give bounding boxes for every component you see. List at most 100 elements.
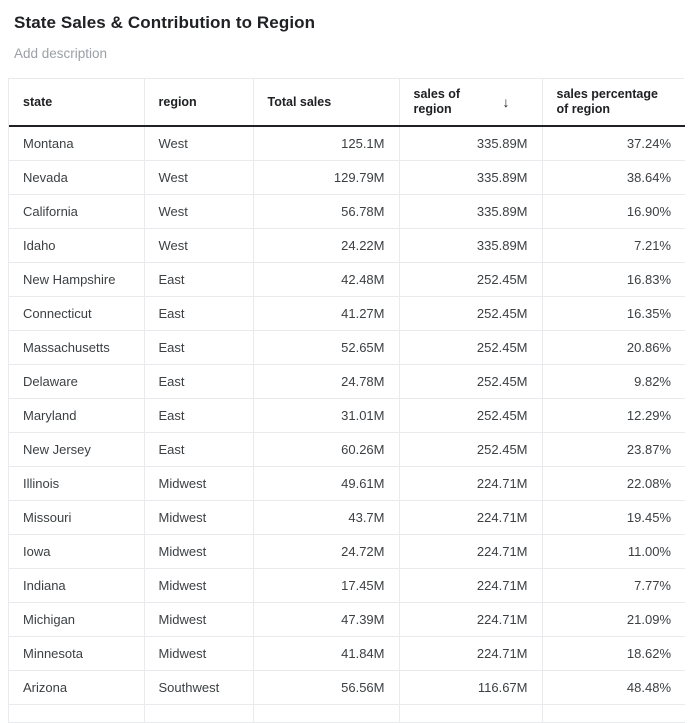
cell-total_sales[interactable]: 24.72M [253,534,400,569]
cell-sales_pct_of_region[interactable]: 48.48% [542,670,685,705]
table-row[interactable]: New Jersey East 60.26M 252.45M 23.87% [9,432,685,467]
table-row[interactable]: Nevada West 129.79M 335.89M 38.64% [9,160,685,195]
cell-sales_pct_of_region[interactable]: 11.00% [542,534,685,569]
cell-total_sales[interactable]: 43.7M [253,500,400,535]
cell-sales_of_region[interactable]: 116.67M [399,670,543,705]
cell-region[interactable] [144,704,254,723]
cell-region[interactable]: West [144,228,254,263]
cell-sales_of_region[interactable]: 224.71M [399,568,543,603]
table-row-partial[interactable] [9,704,685,723]
cell-state[interactable]: Connecticut [9,296,145,331]
cell-total_sales[interactable]: 41.27M [253,296,400,331]
table-row[interactable]: Michigan Midwest 47.39M 224.71M 21.09% [9,602,685,637]
table-row[interactable]: Montana West 125.1M 335.89M 37.24% [9,126,685,161]
cell-region[interactable]: West [144,160,254,195]
cell-sales_of_region[interactable] [399,704,543,723]
cell-sales_of_region[interactable]: 335.89M [399,194,543,229]
cell-sales_of_region[interactable]: 252.45M [399,296,543,331]
cell-sales_of_region[interactable]: 224.71M [399,466,543,501]
cell-region[interactable]: Southwest [144,670,254,705]
cell-total_sales[interactable]: 60.26M [253,432,400,467]
cell-region[interactable]: East [144,432,254,467]
cell-state[interactable]: Illinois [9,466,145,501]
cell-sales_of_region[interactable]: 252.45M [399,262,543,297]
cell-sales_pct_of_region[interactable] [542,704,685,723]
table-row[interactable]: California West 56.78M 335.89M 16.90% [9,194,685,229]
cell-state[interactable]: Idaho [9,228,145,263]
cell-sales_pct_of_region[interactable]: 16.35% [542,296,685,331]
description-placeholder[interactable]: Add description [14,46,108,61]
cell-state[interactable]: Montana [9,126,145,161]
cell-sales_pct_of_region[interactable]: 7.77% [542,568,685,603]
table-row[interactable]: Delaware East 24.78M 252.45M 9.82% [9,364,685,399]
cell-total_sales[interactable]: 125.1M [253,126,400,161]
cell-sales_of_region[interactable]: 335.89M [399,160,543,195]
cell-sales_of_region[interactable]: 224.71M [399,534,543,569]
cell-total_sales[interactable]: 56.56M [253,670,400,705]
cell-state[interactable]: Iowa [9,534,145,569]
arrow-down-icon[interactable]: ↓ [502,93,510,110]
table-row[interactable]: Illinois Midwest 49.61M 224.71M 22.08% [9,466,685,501]
cell-total_sales[interactable]: 17.45M [253,568,400,603]
cell-sales_of_region[interactable]: 252.45M [399,398,543,433]
table-row[interactable]: Indiana Midwest 17.45M 224.71M 7.77% [9,568,685,603]
cell-total_sales[interactable]: 47.39M [253,602,400,637]
cell-sales_pct_of_region[interactable]: 37.24% [542,126,685,161]
cell-region[interactable]: East [144,330,254,365]
column-header-sales-percentage-of-region[interactable]: sales percentage of region [542,79,685,127]
table-row[interactable]: Missouri Midwest 43.7M 224.71M 19.45% [9,500,685,535]
cell-sales_pct_of_region[interactable]: 21.09% [542,602,685,637]
cell-sales_of_region[interactable]: 224.71M [399,602,543,637]
cell-total_sales[interactable] [253,704,400,723]
cell-sales_pct_of_region[interactable]: 7.21% [542,228,685,263]
cell-state[interactable]: Delaware [9,364,145,399]
cell-sales_of_region[interactable]: 252.45M [399,432,543,467]
cell-sales_pct_of_region[interactable]: 9.82% [542,364,685,399]
cell-total_sales[interactable]: 24.22M [253,228,400,263]
cell-sales_pct_of_region[interactable]: 12.29% [542,398,685,433]
cell-total_sales[interactable]: 52.65M [253,330,400,365]
table-row[interactable]: New Hampshire East 42.48M 252.45M 16.83% [9,262,685,297]
cell-sales_pct_of_region[interactable]: 16.83% [542,262,685,297]
cell-total_sales[interactable]: 42.48M [253,262,400,297]
cell-state[interactable]: California [9,194,145,229]
table-row[interactable]: Connecticut East 41.27M 252.45M 16.35% [9,296,685,331]
cell-state[interactable]: New Hampshire [9,262,145,297]
cell-region[interactable]: East [144,364,254,399]
cell-sales_of_region[interactable]: 224.71M [399,500,543,535]
cell-state[interactable]: Nevada [9,160,145,195]
cell-sales_of_region[interactable]: 252.45M [399,364,543,399]
page-title[interactable]: State Sales & Contribution to Region [14,13,316,32]
cell-sales_of_region[interactable]: 335.89M [399,126,543,161]
cell-region[interactable]: West [144,194,254,229]
cell-state[interactable]: Missouri [9,500,145,535]
cell-total_sales[interactable]: 49.61M [253,466,400,501]
cell-state[interactable]: New Jersey [9,432,145,467]
cell-region[interactable]: Midwest [144,500,254,535]
cell-total_sales[interactable]: 31.01M [253,398,400,433]
cell-region[interactable]: East [144,262,254,297]
cell-region[interactable]: Midwest [144,636,254,671]
table-row[interactable]: Iowa Midwest 24.72M 224.71M 11.00% [9,534,685,569]
cell-state[interactable]: Massachusetts [9,330,145,365]
cell-sales_pct_of_region[interactable]: 22.08% [542,466,685,501]
cell-region[interactable]: West [144,126,254,161]
cell-total_sales[interactable]: 24.78M [253,364,400,399]
table-row[interactable]: Massachusetts East 52.65M 252.45M 20.86% [9,330,685,365]
cell-state[interactable]: Indiana [9,568,145,603]
cell-sales_pct_of_region[interactable]: 19.45% [542,500,685,535]
cell-state[interactable]: Arizona [9,670,145,705]
cell-sales_pct_of_region[interactable]: 18.62% [542,636,685,671]
cell-region[interactable]: Midwest [144,602,254,637]
cell-sales_pct_of_region[interactable]: 20.86% [542,330,685,365]
cell-state[interactable]: Minnesota [9,636,145,671]
column-header-region[interactable]: region [144,79,254,127]
cell-region[interactable]: East [144,296,254,331]
column-header-state[interactable]: state [9,79,145,127]
cell-state[interactable] [9,704,145,723]
table-row[interactable]: Idaho West 24.22M 335.89M 7.21% [9,228,685,263]
table-row[interactable]: Arizona Southwest 56.56M 116.67M 48.48% [9,670,685,705]
table-row[interactable]: Minnesota Midwest 41.84M 224.71M 18.62% [9,636,685,671]
cell-total_sales[interactable]: 41.84M [253,636,400,671]
cell-total_sales[interactable]: 129.79M [253,160,400,195]
